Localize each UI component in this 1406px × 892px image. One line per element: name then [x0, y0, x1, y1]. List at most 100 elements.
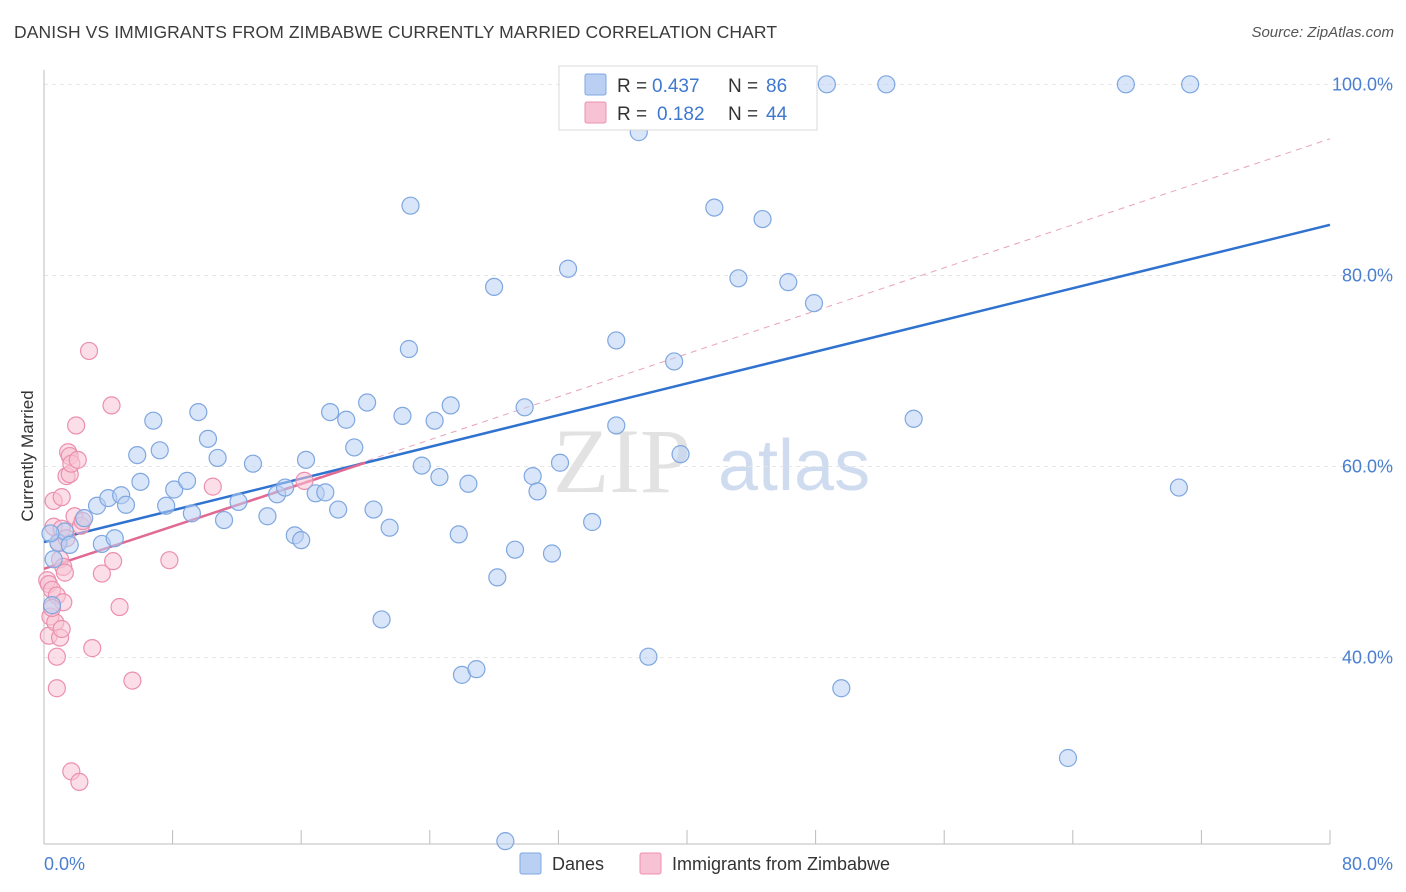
zimbabwe-point [295, 471, 314, 490]
danes-point [177, 471, 197, 490]
danes-point [128, 445, 147, 465]
danes-point [144, 411, 163, 430]
danes-point [105, 529, 124, 548]
y-tick-labels: 100.0% 80.0% 60.0% 40.0% [1332, 74, 1393, 667]
danes-r-label: R = [617, 76, 647, 97]
danes-point [258, 507, 277, 526]
danes-point [550, 453, 570, 472]
danes-point [131, 472, 150, 491]
zimbabwe-point [70, 772, 89, 791]
danes-point [345, 438, 364, 457]
zimbabwe-point [47, 647, 66, 666]
x-tick-label: 80.0% [1342, 854, 1393, 874]
danes-point [558, 259, 578, 278]
y-tick-label: 100.0% [1332, 74, 1393, 94]
danes-point [583, 512, 602, 532]
danes-legend-swatch [584, 73, 607, 96]
danes-point [523, 467, 542, 486]
danes-point [467, 660, 486, 679]
zimbabwe-point [52, 619, 71, 639]
danes-point [441, 396, 460, 415]
zimbabwe-point [52, 488, 71, 507]
danes-point [779, 273, 798, 292]
danes-point [60, 535, 79, 555]
danes-series-swatch [519, 852, 542, 875]
danes-point [42, 596, 62, 615]
zimbabwe-point [83, 639, 102, 658]
danes-point [904, 409, 923, 428]
zimbabwe-point [102, 396, 121, 415]
danes-point [515, 398, 534, 417]
danes-point [337, 410, 356, 429]
danes-point [329, 500, 348, 519]
danes-point [401, 196, 420, 215]
danes-point [321, 402, 340, 422]
danes-point [116, 495, 136, 514]
danes-point [485, 277, 504, 297]
zimbabwe-point [203, 477, 222, 496]
danes-series-label: Danes [552, 854, 604, 874]
source-credit: Source: ZipAtlas.com [1251, 24, 1394, 41]
y-tick-label: 80.0% [1342, 265, 1393, 285]
danes-point [393, 406, 412, 426]
danes-point [150, 441, 169, 460]
danes-point [449, 525, 468, 544]
danes-point [729, 269, 748, 288]
danes-point [41, 524, 60, 543]
danes-point [75, 509, 94, 528]
zimbabwe-point [123, 671, 142, 690]
danes-point [198, 429, 218, 448]
danes-point [1169, 478, 1188, 497]
y-tick-label: 60.0% [1342, 457, 1393, 477]
danes-point [364, 500, 383, 519]
danes-point [1181, 75, 1200, 94]
danes-point [665, 352, 684, 371]
danes-point [430, 467, 449, 487]
danes-point [459, 474, 478, 493]
danes-point [316, 483, 335, 502]
danes-point [1116, 75, 1135, 94]
danes-point [705, 198, 724, 217]
zimbabwe-point [92, 564, 111, 583]
danes-point [496, 832, 515, 851]
danes-point [44, 550, 63, 569]
danes-point [488, 568, 507, 587]
zimbabwe-point [110, 597, 129, 617]
danes-point [292, 531, 311, 550]
zimbabwe-point [68, 450, 87, 469]
danes-point [639, 647, 658, 666]
danes-point [877, 75, 896, 94]
danes-point [296, 450, 316, 469]
zimbabwe-point [47, 679, 66, 698]
danes-n-value: 86 [766, 76, 787, 97]
y-axis-title: Currently Married [18, 390, 37, 521]
zimbabwe-series-swatch [639, 852, 662, 875]
y-tick-label: 40.0% [1342, 648, 1393, 668]
danes-point [1058, 748, 1078, 768]
series-zimbabwe [38, 341, 314, 791]
danes-point [412, 456, 431, 475]
zimbabwe-point [104, 552, 123, 571]
grid [44, 83, 1395, 659]
stats-legend: R = 0.437 N = 86 R = 0.182 N = 44 [558, 65, 818, 131]
danes-point [380, 518, 399, 537]
danes-point [208, 448, 227, 468]
danes-point [157, 496, 176, 515]
danes-trend-line [43, 223, 1331, 544]
danes-point [214, 510, 234, 530]
danes-point [542, 544, 562, 563]
x-tick-labels: 0.0% 80.0% [44, 854, 1393, 874]
danes-point [229, 492, 248, 512]
zimbabwe-point [79, 341, 99, 361]
danes-point [399, 339, 419, 359]
danes-point [243, 454, 263, 473]
watermark: ZIP atlas [553, 410, 870, 512]
zimbabwe-series-label: Immigrants from Zimbabwe [672, 854, 890, 874]
danes-point [671, 445, 690, 464]
danes-point [165, 480, 184, 499]
zimbabwe-r-label: R = [617, 104, 647, 125]
danes-point [607, 331, 626, 350]
zimbabwe-legend-swatch [584, 101, 607, 124]
danes-point [189, 402, 208, 422]
